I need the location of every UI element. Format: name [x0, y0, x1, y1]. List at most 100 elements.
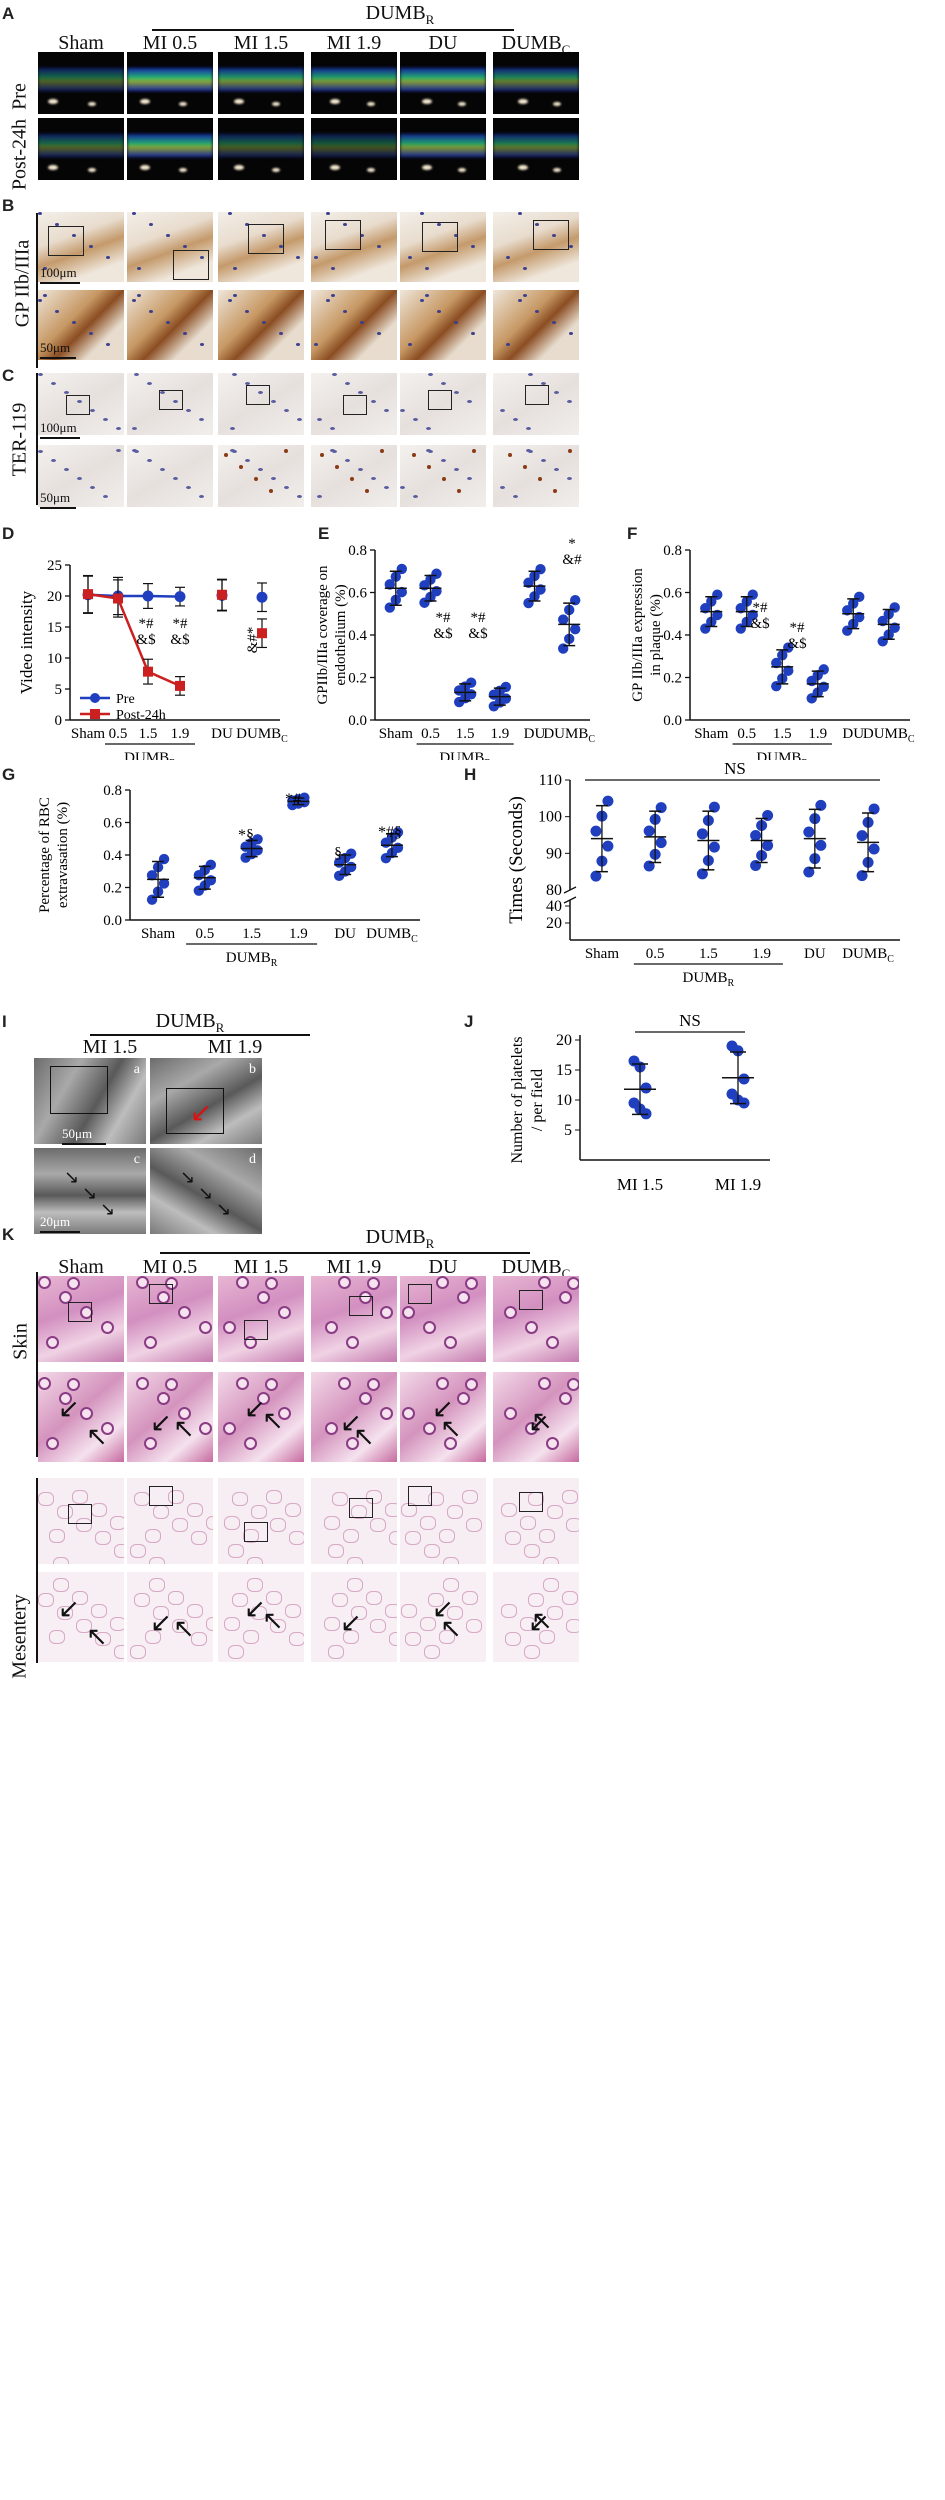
ter119-image-0-4: [400, 373, 486, 435]
significance-mark: &$: [170, 632, 190, 648]
y-tick-label: 0: [55, 713, 63, 729]
gp-ihc-image-1-0: [38, 290, 124, 360]
y-tick-label: 10: [556, 1092, 572, 1109]
panel-k-group-header: DUMBR: [365, 1226, 435, 1251]
gp-ihc-image-0-5: [493, 212, 579, 282]
panel-k-row-skin: Skin: [9, 1323, 32, 1360]
data-point: [762, 840, 774, 851]
he-image-skin-low-5: [493, 1276, 579, 1362]
sem-image-a: a: [34, 1058, 146, 1144]
y-tick-label: 40: [546, 898, 562, 915]
data-point: [569, 624, 581, 635]
y-tick-label: 0.2: [103, 881, 122, 897]
he-image-mesentery-low-1: [127, 1478, 213, 1564]
arrow-icon: ↘: [100, 1199, 116, 1219]
arrow-icon: ↙: [244, 1394, 266, 1423]
x-tick-label: 1.9: [490, 726, 509, 742]
he-image-mesentery-low-4: [400, 1478, 486, 1564]
scale-bar-100um: 100μm: [40, 265, 80, 284]
data-point: [158, 878, 170, 889]
subscript: C: [411, 934, 418, 945]
y-axis-label: in plaque (%): [648, 594, 664, 676]
inset-box: [325, 220, 361, 250]
inset-box: [349, 1296, 373, 1316]
inset-box: [428, 390, 452, 410]
ter119-image-0-2: [218, 373, 304, 435]
inset-box: [246, 385, 270, 405]
y-axis-label: Number of platelets: [509, 1036, 526, 1163]
y-axis-label: / per field: [529, 1069, 546, 1131]
significance-mark: *#§: [378, 824, 402, 841]
data-point: [392, 827, 404, 838]
data-point: [708, 841, 720, 853]
data-point: [557, 614, 569, 625]
subscript: R: [801, 758, 808, 760]
data-point: [738, 1073, 750, 1085]
panel-c-label: C: [2, 366, 15, 385]
arrow-icon: ↘: [180, 1167, 196, 1187]
data-point: [535, 564, 546, 575]
scale-bar-50um: 50μm: [40, 490, 76, 509]
inset-box: [408, 1284, 432, 1304]
ter119-image-1-0: [38, 445, 124, 507]
y-tick-label: 0.8: [348, 543, 367, 559]
he-image-skin-high-0: ↙ ↖: [38, 1372, 124, 1462]
panel-b-label: B: [2, 196, 15, 215]
inset-box: [248, 224, 284, 254]
red-arrow-icon: ↙: [190, 1098, 212, 1127]
x-tick-label: DUMBC: [236, 726, 288, 745]
sem-image-d: d ↘ ↘ ↘: [150, 1148, 262, 1234]
significance-mark: &$: [468, 626, 488, 642]
x-tick-label: DU: [804, 946, 826, 962]
data-point: [396, 563, 408, 575]
arrow-icon: ↖: [86, 1622, 108, 1651]
panel-k-bracket-skin: [36, 1272, 38, 1457]
ultrasound-image-1-3: [311, 118, 397, 180]
data-point: [465, 677, 477, 688]
he-image-skin-high-1: ↙ ↖: [127, 1372, 213, 1462]
x-tick-label: 1.5: [773, 726, 792, 742]
inset-box: [343, 395, 367, 415]
panelA-col-2: MI 1.5: [233, 32, 289, 54]
panel-c-stain-label: TER-119: [8, 402, 31, 477]
inset-box: [166, 1088, 224, 1134]
panel-i-group-line: [90, 1034, 310, 1036]
significance-mark: *§: [238, 827, 254, 844]
panelA-col-5: DUMBC: [501, 32, 571, 57]
x-tick-label: DUMBC: [366, 926, 418, 945]
y-tick-label: 25: [47, 558, 62, 574]
y-tick-label: 0.2: [348, 671, 367, 687]
ter119-image-1-3: [311, 445, 397, 507]
panelA-col-1: MI 0.5: [142, 32, 198, 54]
significance-mark: *#: [790, 620, 806, 636]
ultrasound-image-1-5: [493, 118, 579, 180]
axis-break: [563, 896, 577, 904]
x-tick-label: 1.9: [752, 946, 771, 962]
significance-mark: §: [334, 845, 342, 862]
scale-bar-100um: 100μm: [40, 420, 80, 439]
data-point: [640, 1082, 652, 1094]
x-tick-label: DUMBC: [842, 946, 894, 965]
data-point: [590, 825, 602, 837]
data-point: [205, 859, 217, 871]
x-tick-label: Sham: [141, 926, 176, 942]
data-point: [815, 839, 827, 851]
gp-ihc-image-0-2: [218, 212, 304, 282]
y-tick-label: 20: [556, 1032, 572, 1049]
data-point: [708, 801, 720, 813]
sem-sublabel: a: [133, 1062, 140, 1077]
y-tick-label: 10: [47, 651, 62, 667]
inset-box: [244, 1522, 268, 1542]
data-point: [83, 589, 93, 600]
he-image-skin-low-1: [127, 1276, 213, 1362]
ultrasound-image-0-4: [400, 52, 486, 114]
he-image-skin-low-2: [218, 1276, 304, 1362]
y-tick-label: 0.0: [663, 713, 682, 729]
y-tick-label: 15: [556, 1062, 572, 1079]
data-point: [602, 795, 614, 807]
x-tick-label: 0.5: [421, 726, 440, 742]
panelK-col-5: DUMBC: [501, 1256, 571, 1281]
data-point: [256, 591, 268, 603]
data-point: [889, 602, 900, 613]
x-tick-label: 1.9: [171, 726, 190, 742]
